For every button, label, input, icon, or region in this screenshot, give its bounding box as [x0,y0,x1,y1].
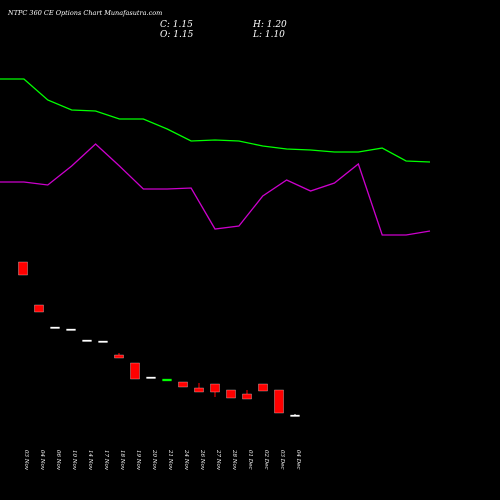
indicator-line [0,143,431,236]
candle-body [130,362,140,380]
candle-body [258,383,268,392]
x-tick-label: 14 Nov [87,450,93,471]
candle-body [242,393,252,400]
x-tick-label: 19 Nov [135,450,141,471]
x-tick-label: 03 Dec [279,450,285,470]
candle-body [226,389,236,399]
x-tick-label: 02 Dec [263,450,269,470]
candle-body [210,383,220,393]
candle-body [98,340,108,343]
x-tick-label: 03 Nov [23,450,29,471]
x-tick-label: 20 Nov [151,449,157,471]
candle-body [290,414,300,417]
candle-body [146,376,156,379]
x-tick-label: 10 Nov [71,450,77,471]
candle-body [162,378,172,382]
candle-body [274,389,284,414]
x-tick-label: 17 Nov [103,450,109,471]
chart-title: NTPC 360 CE Options Chart Munafasutra.co… [7,9,162,17]
candle-body [178,381,188,388]
x-tick-label: 06 Nov [55,450,61,471]
x-tick-label: 24 Nov [183,449,189,471]
candle-body [34,304,44,313]
x-tick-label: 01 Dec [247,450,253,470]
x-tick-label: 27 Nov [215,449,221,471]
open-label: O: 1.15 [160,30,194,40]
indicator-line [0,78,431,163]
x-tick-label: 04 Dec [295,450,301,470]
x-tick-label: 18 Nov [119,450,125,471]
close-label: C: 1.15 [160,20,193,30]
candle-body [18,261,28,276]
candle-body [194,387,204,393]
high-label: H: 1.20 [252,20,287,30]
x-tick-label: 21 Nov [167,449,173,471]
x-tick-label: 26 Nov [199,449,205,471]
x-tick-label: 28 Nov [231,449,237,471]
low-label: L: 1.10 [252,30,285,40]
candle-body [82,339,92,342]
candle-body [50,326,60,329]
candle-body [114,354,124,359]
x-tick-label: 04 Nov [39,450,45,471]
candle-body [66,328,76,331]
